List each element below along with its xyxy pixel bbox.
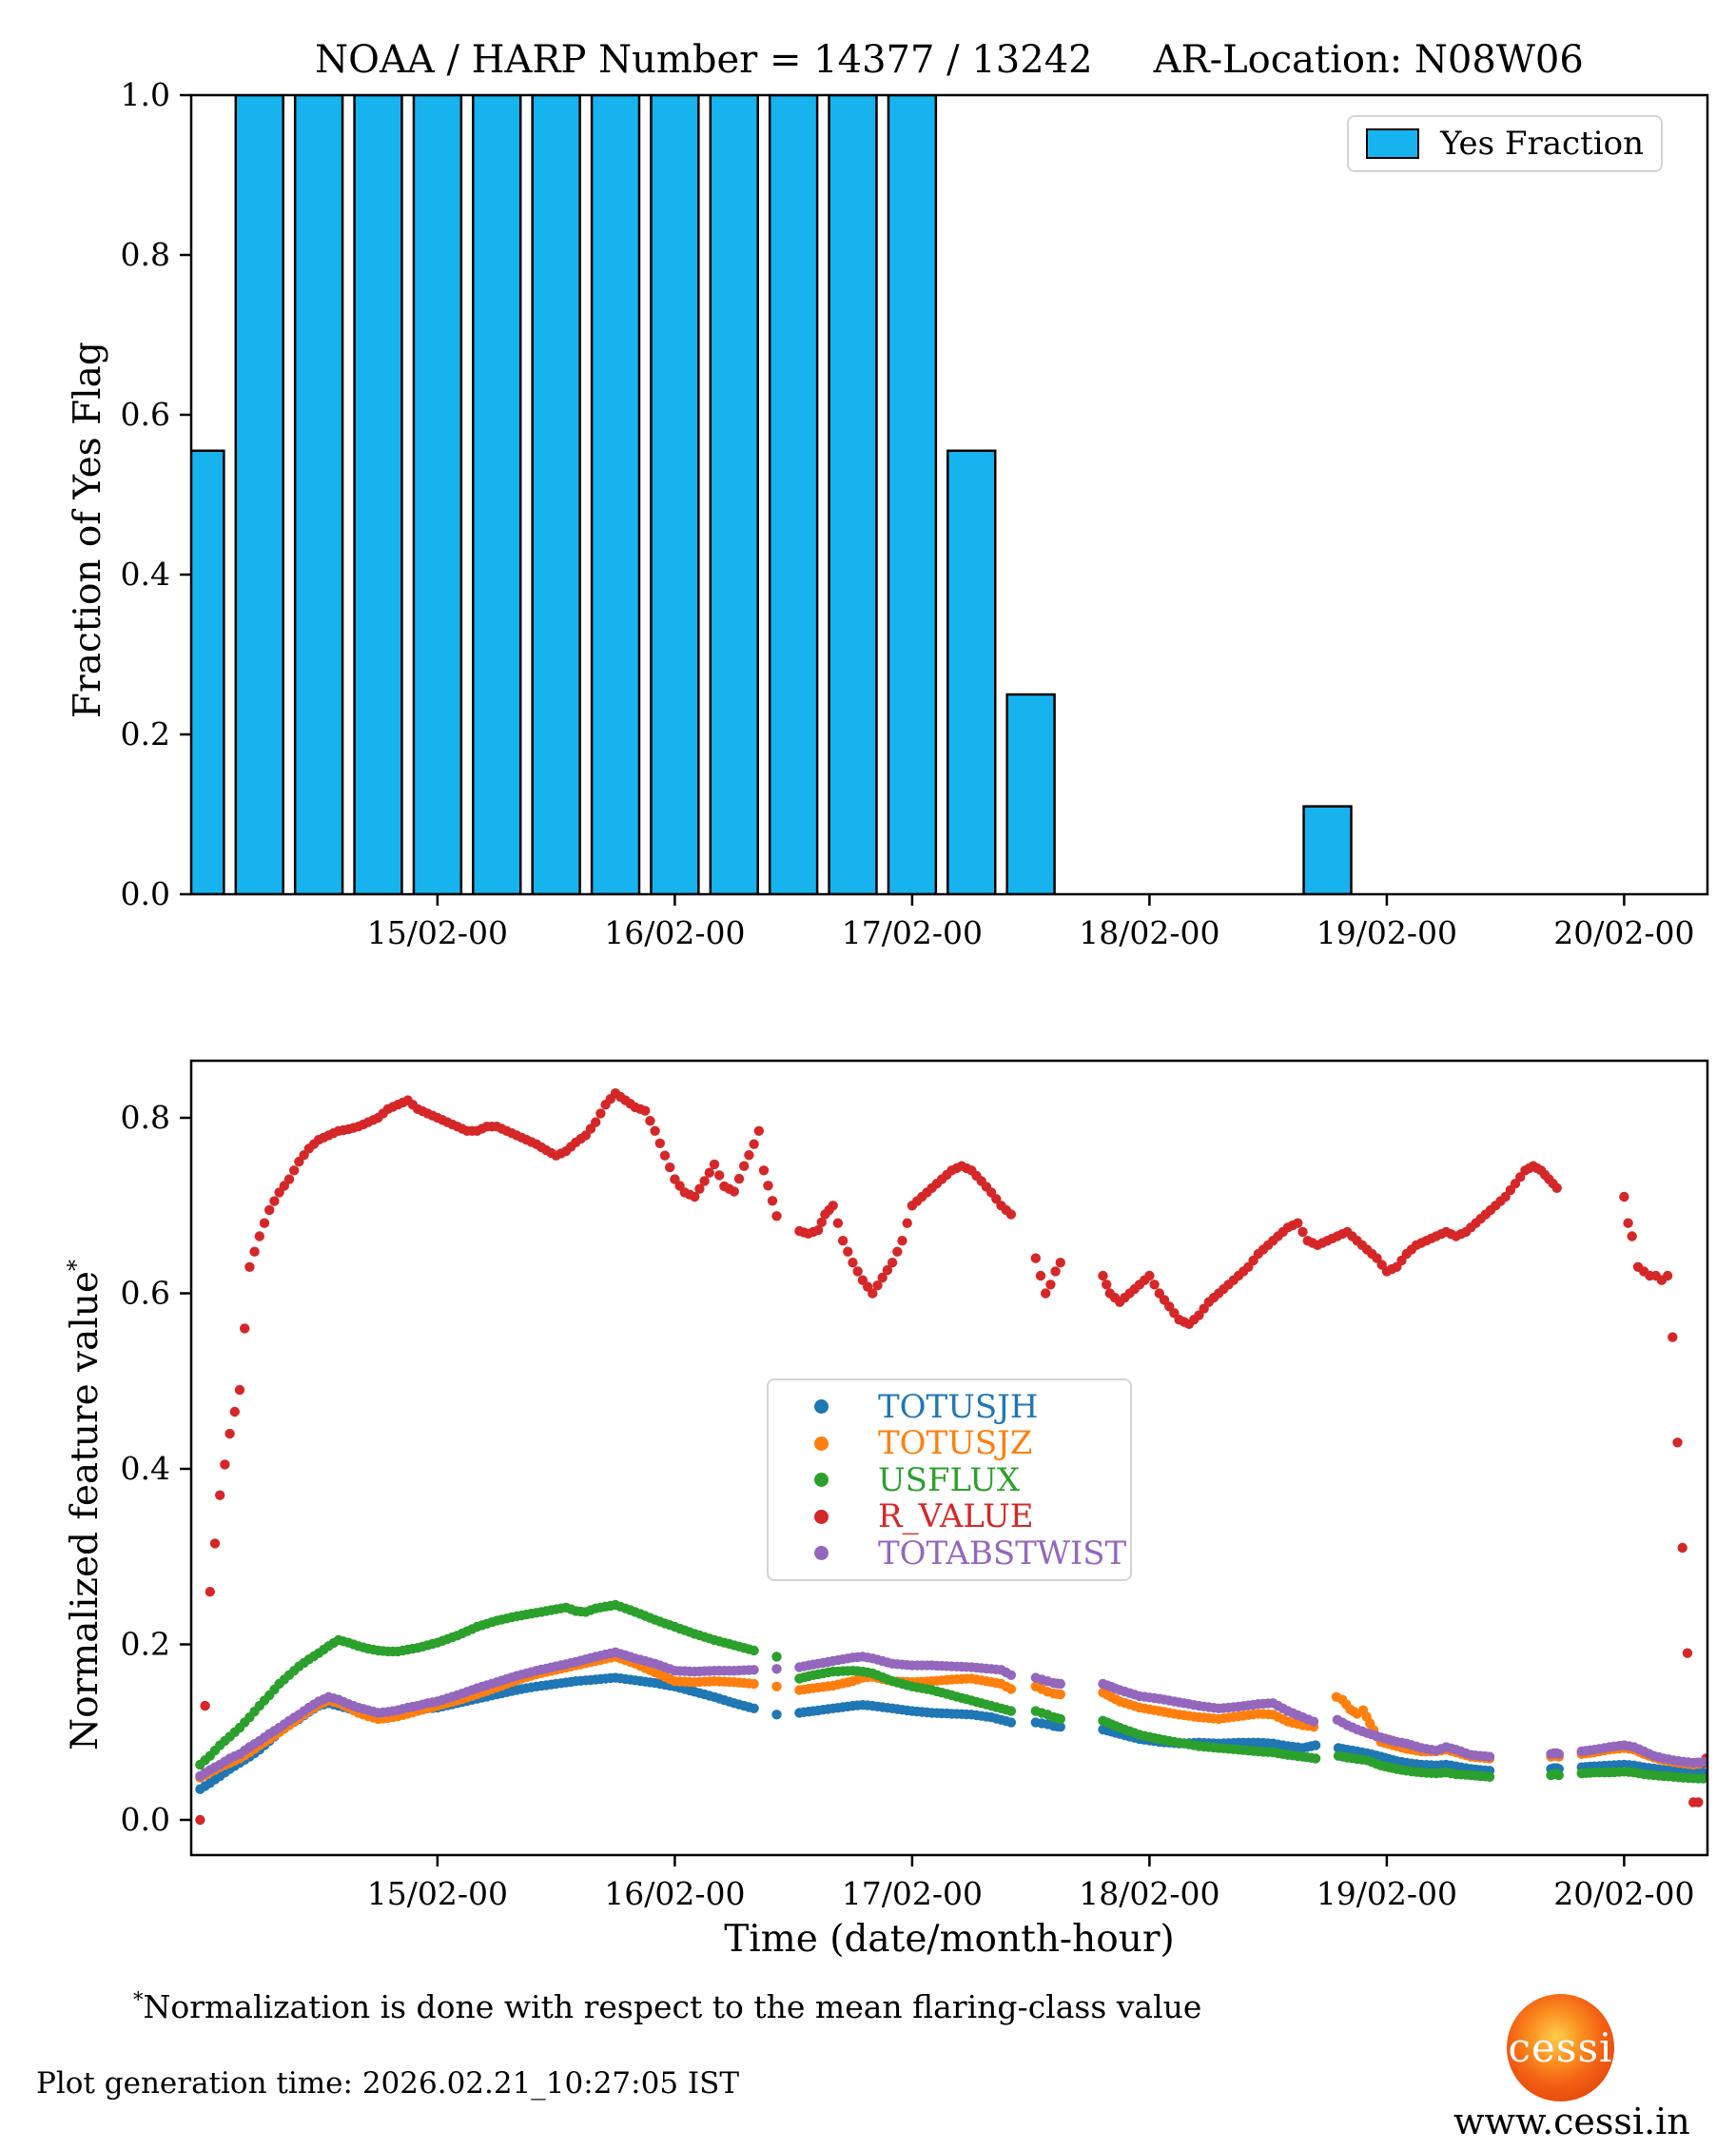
- y-tick-label: 0.4: [121, 1450, 170, 1487]
- cessi-website-url: www.cessi.in: [1453, 2101, 1690, 2142]
- bottom-y-axis-label: Normalized feature value*: [63, 1259, 107, 1750]
- bar: [887, 96, 938, 894]
- yes-fraction-bars: [192, 96, 1353, 894]
- legend-label: R_VALUE: [878, 1497, 1034, 1535]
- bottom-plot-frame: [189, 1059, 1709, 1857]
- y-tick-label: 1.0: [121, 76, 170, 113]
- legend-entry-R_VALUE: R_VALUE: [769, 1497, 1130, 1535]
- bar: [828, 96, 878, 894]
- legend-dot-icon: [814, 1509, 829, 1524]
- footnote-asterisk: *: [133, 1988, 144, 2011]
- bar: [412, 96, 463, 894]
- y-tick-label: 0.6: [121, 1275, 170, 1312]
- x-axis-label: Time (date/month-hour): [724, 1918, 1175, 1961]
- x-tick-label: 18/02-00: [1079, 1875, 1219, 1912]
- legend-entry-USFLUX: USFLUX: [769, 1460, 1130, 1499]
- x-tick-label: 15/02-00: [367, 1875, 508, 1912]
- legend-dot-icon: [814, 1399, 829, 1414]
- legend-dot-icon: [814, 1546, 829, 1560]
- x-tick-label: 17/02-00: [842, 914, 983, 951]
- x-tick-label: 19/02-00: [1317, 1875, 1457, 1912]
- x-tick-label: 16/02-00: [604, 914, 745, 951]
- y-tick-label: 0.0: [121, 875, 170, 912]
- yes-fraction-legend: Yes Fraction: [1347, 115, 1663, 172]
- legend-entry-TOTUSJZ: TOTUSJZ: [769, 1424, 1130, 1462]
- chart-title-noaa-harp: NOAA / HARP Number = 14377 / 13242: [315, 38, 1093, 82]
- y-tick-label: 0.8: [121, 236, 170, 273]
- series-USFLUX: [195, 1599, 1707, 1784]
- y-tick-label: 0.8: [121, 1099, 170, 1136]
- legend-label: USFLUX: [878, 1460, 1021, 1499]
- chart-title: NOAA / HARP Number = 14377 / 13242 AR-Lo…: [191, 38, 1707, 82]
- legend-label: TOTUSJH: [878, 1387, 1039, 1426]
- axis-ticks: 15/02-00 16/02-00 17/02-00 18/02-00 19/02-00…: [121, 1099, 1695, 1912]
- bar: [946, 449, 997, 894]
- y-tick-label: 0.2: [121, 1626, 170, 1663]
- x-tick-label: 19/02-00: [1317, 914, 1457, 951]
- legend-dot-icon: [814, 1436, 829, 1451]
- x-tick-label: 20/02-00: [1553, 914, 1694, 951]
- legend-entry-TOTUSJH: TOTUSJH: [769, 1387, 1130, 1426]
- series-TOTABSTWIST: [195, 1647, 1707, 1782]
- legend-entry-TOTABSTWIST: TOTABSTWIST: [769, 1534, 1130, 1573]
- bar: [293, 96, 344, 894]
- top-plot-frame: [189, 93, 1709, 896]
- bar: [768, 96, 819, 894]
- bar: [1005, 693, 1056, 894]
- y-tick-label: 0.6: [121, 396, 170, 433]
- x-tick-label: 16/02-00: [604, 1875, 745, 1912]
- x-tick-label: 18/02-00: [1079, 914, 1219, 951]
- legend-dot-icon: [814, 1473, 829, 1487]
- bar: [472, 96, 522, 894]
- y-tick-label: 0.2: [121, 715, 170, 752]
- x-tick-label: 15/02-00: [367, 914, 508, 951]
- axis-ticks: 15/02-00 16/02-00 17/02-00 18/02-00 19/02-00…: [121, 76, 1695, 951]
- cessi-sun-logo: cessi: [1507, 1994, 1614, 2101]
- x-tick-label: 17/02-00: [842, 1875, 983, 1912]
- cessi-logo-text: cessi: [1508, 2024, 1613, 2071]
- y-tick-label: 0.0: [121, 1801, 170, 1838]
- bar: [531, 96, 581, 894]
- yes-fraction-label: Yes Fraction: [1440, 125, 1644, 163]
- plot-generation-time: Plot generation time: 2026.02.21_10:27:0…: [36, 2066, 740, 2101]
- bar: [1302, 805, 1353, 894]
- bar: [192, 449, 225, 894]
- bar: [709, 96, 759, 894]
- ylabel-asterisk: *: [63, 1259, 89, 1271]
- x-tick-label: 20/02-00: [1553, 1875, 1694, 1912]
- top-y-axis-label: Fraction of Yes Flag: [67, 342, 109, 718]
- chart-title-ar-location: AR-Location: N08W06: [1153, 38, 1584, 82]
- series-R_VALUE: [195, 1088, 1707, 1826]
- legend-label: TOTUSJZ: [878, 1424, 1033, 1462]
- bar: [353, 96, 403, 894]
- y-tick-label: 0.4: [121, 556, 170, 593]
- series-legend: TOTUSJH TOTUSJZ USFLUX R_VALUE TOTABSTWIST: [767, 1378, 1132, 1581]
- legend-label: TOTABSTWIST: [878, 1534, 1127, 1573]
- bar: [234, 96, 284, 894]
- bar: [650, 96, 700, 894]
- yes-fraction-swatch: [1366, 128, 1420, 159]
- bar: [590, 96, 641, 894]
- normalization-footnote: *Normalization is done with respect to t…: [133, 1988, 1202, 2025]
